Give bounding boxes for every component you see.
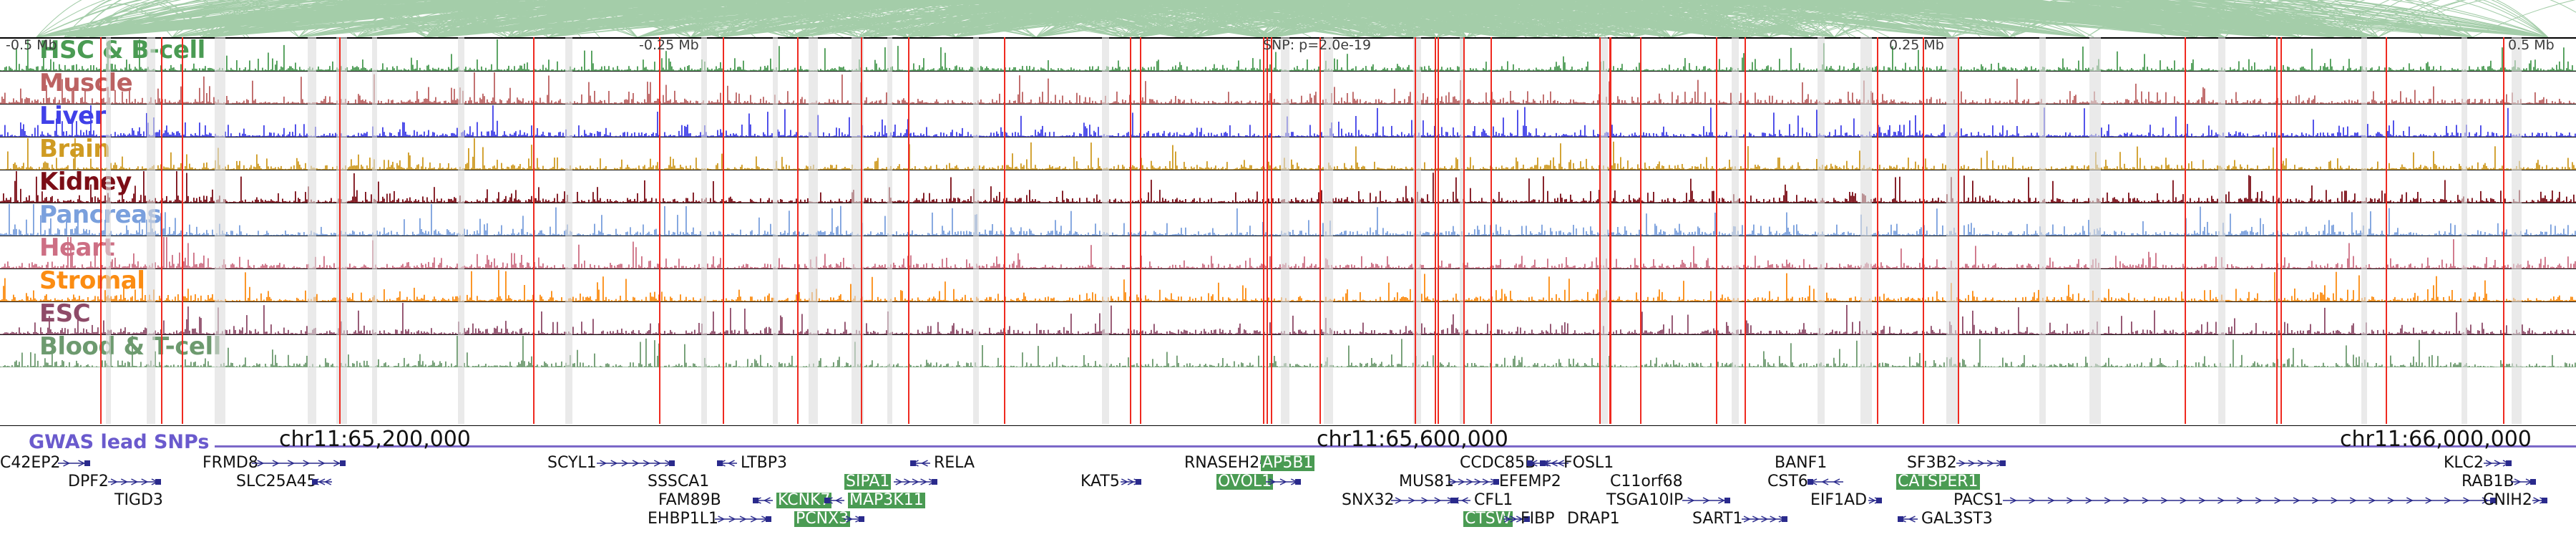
gene-label[interactable]: RELA <box>934 454 975 472</box>
gene-model <box>2002 495 2496 505</box>
track-liver: Liver <box>0 105 2576 137</box>
track-muscle: Muscle <box>0 72 2576 105</box>
signal-tracks-panel: HSC & B-cell Muscle Liver Brain Kidney Pancre… <box>0 37 2576 426</box>
gene-label[interactable]: FAM89B <box>658 491 721 509</box>
signal-histogram <box>0 105 2576 137</box>
track-kidney: Kidney <box>0 170 2576 203</box>
gene-model <box>1741 514 1787 524</box>
gene-label[interactable]: TIGD3 <box>114 491 163 509</box>
gene-label[interactable]: SCYL1 <box>547 454 597 472</box>
gene-label[interactable]: MUS81 <box>1399 473 1455 490</box>
gene-model <box>251 458 346 468</box>
gene-model <box>843 514 864 524</box>
gwas-track-label: GWAS lead SNPs <box>29 431 210 453</box>
gene-label[interactable]: KCNK7 <box>776 491 832 509</box>
gene-label[interactable]: TSGA10IP <box>1606 491 1684 509</box>
gene-label[interactable]: CATSPER1 <box>1896 473 1980 490</box>
gene-label[interactable]: EIF1AD <box>1810 491 1868 509</box>
gene-model <box>57 458 90 468</box>
gene-label[interactable]: C11orf68 <box>1610 473 1683 490</box>
gwas-axis-line <box>215 445 2576 448</box>
gene-model <box>909 458 931 468</box>
gene-label[interactable]: DRAP1 <box>1567 510 1620 528</box>
locus-label-mid: chr11:65,600,000 <box>1317 427 1508 452</box>
gene-label[interactable]: CTSW <box>1463 510 1513 528</box>
gene-label[interactable]: PCNX3 <box>794 510 851 528</box>
gene-model <box>1897 514 1918 524</box>
gene-model <box>311 477 333 487</box>
gene-label[interactable]: SIPA1 <box>844 473 892 490</box>
gene-model <box>1503 514 1530 524</box>
gene-model <box>1807 477 1844 487</box>
gene-label[interactable]: OVOL1 <box>1216 473 1274 490</box>
gene-label[interactable]: LTBP3 <box>741 454 788 472</box>
signal-histogram <box>0 137 2576 170</box>
gene-annotation-track: C42EP2 FRMD8 SCYL1 LTBP3 RELA RNASEH2C AP5B1 CC… <box>0 455 2576 537</box>
gene-model <box>716 458 738 468</box>
gene-label[interactable]: EFEMP2 <box>1499 473 1561 490</box>
signal-histogram <box>0 236 2576 268</box>
gene-label[interactable]: C42EP2 <box>0 454 61 472</box>
gene-label[interactable]: RNASEH2C <box>1184 454 1271 472</box>
gene-label[interactable]: DPF2 <box>68 473 109 490</box>
gene-model <box>1265 477 1301 487</box>
gene-model <box>1120 477 1141 487</box>
signal-histogram <box>0 302 2576 334</box>
gene-label[interactable]: SART1 <box>1692 510 1743 528</box>
gene-model <box>1868 495 1882 505</box>
track-heart: Heart <box>0 236 2576 269</box>
gene-model <box>1448 477 1499 487</box>
gene-model <box>752 495 774 505</box>
signal-histogram <box>0 203 2576 236</box>
track-pancreas: Pancreas <box>0 203 2576 236</box>
track-hsc-b-cell: HSC & B-cell <box>0 39 2576 72</box>
gene-label[interactable]: EHBP1L1 <box>648 510 719 528</box>
signal-histogram <box>0 72 2576 104</box>
gene-label[interactable]: CFL1 <box>1474 491 1513 509</box>
track-esc: ESC <box>0 302 2576 335</box>
gene-model <box>1539 458 1561 468</box>
gene-label[interactable]: AP5B1 <box>1261 454 1315 472</box>
gene-label[interactable]: CCDC85B <box>1460 454 1536 472</box>
gene-model <box>824 495 845 505</box>
track-blood-t-cell: Blood & T-cell <box>0 335 2576 367</box>
signal-histogram <box>0 170 2576 203</box>
locus-label-right: chr11:66,000,000 <box>2340 427 2532 452</box>
gene-model <box>1390 495 1458 505</box>
track-stromal: Stromal <box>0 269 2576 302</box>
gene-label[interactable]: BANF1 <box>1775 454 1828 472</box>
gene-label[interactable]: GAL3ST3 <box>1921 510 1993 528</box>
gene-model <box>893 477 937 487</box>
gene-label[interactable]: RAB1B <box>2462 473 2514 490</box>
gene-model <box>107 477 161 487</box>
gene-label[interactable]: SSSCA1 <box>648 473 710 490</box>
gene-label[interactable]: CNIH2 <box>2483 491 2532 509</box>
gene-model <box>2510 477 2536 487</box>
gene-label[interactable]: FRMD8 <box>203 454 258 472</box>
gene-label[interactable]: KLC2 <box>2444 454 2484 472</box>
chromatin-interaction-arcs <box>0 0 2576 37</box>
signal-histogram <box>0 335 2576 367</box>
signal-histogram <box>0 39 2576 71</box>
gene-label[interactable]: SNX32 <box>1342 491 1395 509</box>
gene-label[interactable]: SLC25A45 <box>236 473 317 490</box>
gene-model <box>1682 495 1730 505</box>
gene-label[interactable]: FIBP <box>1521 510 1555 528</box>
gene-model <box>2532 495 2547 505</box>
track-brain: Brain <box>0 137 2576 170</box>
gene-model <box>1450 495 1471 505</box>
gene-label[interactable]: FOSL1 <box>1563 454 1614 472</box>
signal-histogram <box>0 269 2576 301</box>
locus-label-left: chr11:65,200,000 <box>279 427 471 452</box>
gene-model <box>596 458 675 468</box>
gene-label[interactable]: KAT5 <box>1080 473 1120 490</box>
gwas-lead-snps-track: GWAS lead SNPs chr11:65,200,000 chr11:65… <box>0 427 2576 454</box>
gene-model <box>1956 458 2006 468</box>
gene-label[interactable]: SF3B2 <box>1907 454 1957 472</box>
gene-label[interactable]: PACS1 <box>1953 491 2004 509</box>
gene-label[interactable]: MAP3K11 <box>848 491 925 509</box>
gene-model <box>714 514 771 524</box>
gene-label[interactable]: CST6 <box>1767 473 1808 490</box>
gene-model <box>2483 458 2512 468</box>
